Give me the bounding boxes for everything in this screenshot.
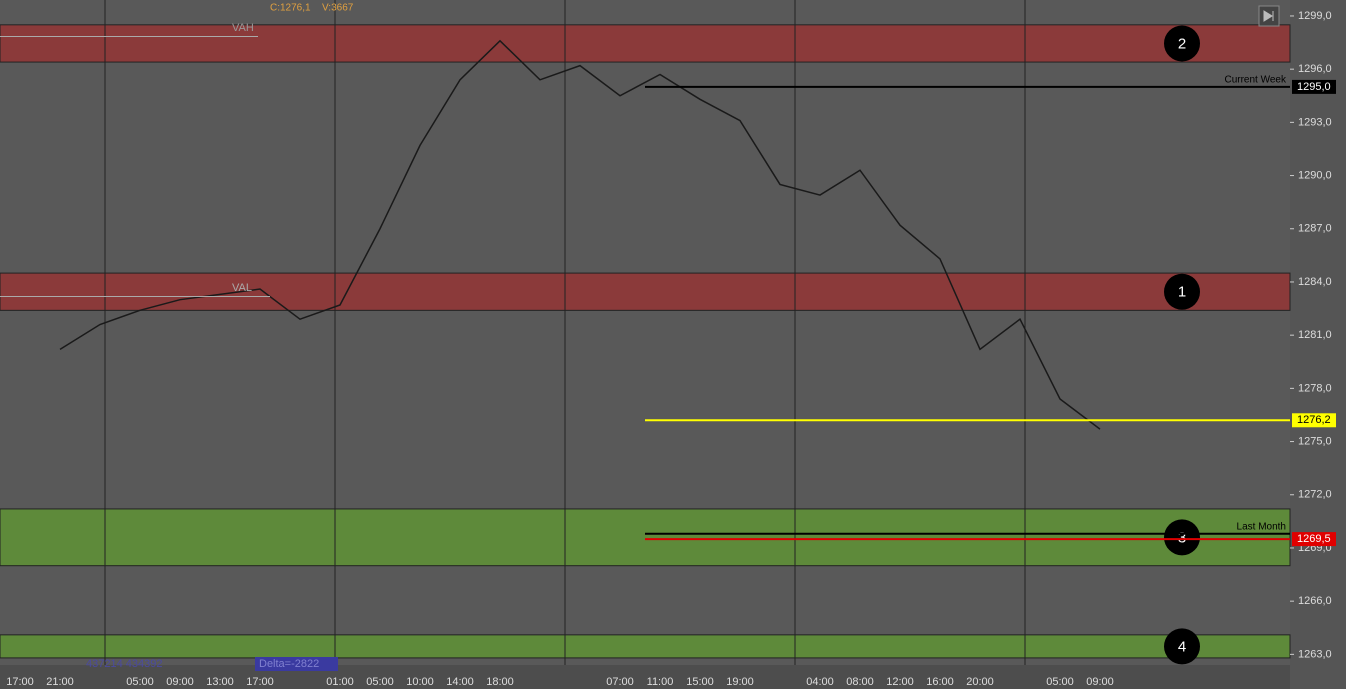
x-tick-label: 16:00 — [926, 676, 954, 688]
zone — [0, 634, 1291, 659]
price-tag-label: 1295,0 — [1297, 81, 1331, 93]
x-tick-label: 01:00 — [326, 676, 354, 688]
y-tick-label: 1278,0 — [1298, 382, 1332, 394]
x-tick-label: 09:00 — [1086, 676, 1114, 688]
val-label: VAL — [232, 282, 252, 294]
y-tick-label: 1272,0 — [1298, 489, 1332, 501]
info-volume: V:3667 — [322, 3, 354, 14]
x-tick-label: 11:00 — [647, 676, 674, 688]
zone-label: 3 — [1178, 529, 1186, 546]
x-tick-label: 09:00 — [166, 676, 194, 688]
zone-label: 1 — [1178, 284, 1186, 301]
x-tick-label: 20:00 — [966, 676, 994, 688]
price-tag-label: 1269,5 — [1297, 533, 1331, 545]
y-tick-label: 1287,0 — [1298, 223, 1332, 235]
zone-label: 4 — [1178, 638, 1186, 655]
x-tick-label: 14:00 — [446, 676, 474, 688]
volume-totals: 437214 434392 — [86, 658, 162, 670]
x-tick-label: 05:00 — [1046, 676, 1074, 688]
vah-label: VAH — [232, 22, 254, 34]
y-tick-label: 1281,0 — [1298, 329, 1332, 341]
zone-label: 2 — [1178, 35, 1186, 52]
level-text: Current Week — [1224, 75, 1287, 86]
x-tick-label: 19:00 — [726, 676, 754, 688]
y-tick-label: 1293,0 — [1298, 116, 1332, 128]
price-axis — [1290, 0, 1346, 689]
time-axis — [0, 665, 1290, 689]
price-line — [59, 39, 1101, 430]
zone-badge — [1164, 25, 1200, 62]
x-tick-label: 13:00 — [206, 676, 234, 688]
level-text: Last Month — [1237, 521, 1286, 532]
zone-badge — [1164, 273, 1200, 310]
delta-box — [255, 657, 338, 671]
y-tick-label: 1263,0 — [1298, 648, 1332, 660]
zone-badge — [1164, 519, 1200, 556]
zone — [0, 272, 1291, 311]
x-tick-label: 07:00 — [606, 676, 634, 688]
x-tick-label: 08:00 — [846, 676, 874, 688]
x-tick-label: 17:00 — [246, 676, 274, 688]
zone — [0, 24, 1291, 63]
vah-line — [0, 36, 258, 37]
x-tick-label: 15:00 — [686, 676, 714, 688]
info-close: C:1276,1 — [270, 3, 311, 14]
price-tag-label: 1276,2 — [1297, 414, 1331, 426]
y-tick-label: 1299,0 — [1298, 10, 1332, 22]
x-tick-label: 04:00 — [806, 676, 834, 688]
price-tag — [1292, 532, 1336, 547]
zone-badge — [1164, 628, 1200, 665]
x-tick-label: 05:00 — [126, 676, 154, 688]
delta: Delta=-2822 — [259, 658, 319, 670]
y-tick-label: 1290,0 — [1298, 169, 1332, 181]
price-tag — [1292, 79, 1336, 94]
x-tick-label: 17:00 — [6, 676, 34, 688]
x-tick-label: 18:00 — [486, 676, 514, 688]
zone — [0, 508, 1291, 567]
x-tick-label: 05:00 — [366, 676, 394, 688]
y-tick-label: 1284,0 — [1298, 276, 1332, 288]
x-tick-label: 10:00 — [406, 676, 434, 688]
price-tag — [1292, 413, 1336, 428]
y-tick-label: 1266,0 — [1298, 595, 1332, 607]
x-tick-label: 21:00 — [46, 676, 74, 688]
scroll-end-icon — [1263, 10, 1274, 22]
y-tick-label: 1296,0 — [1298, 63, 1332, 75]
val-line — [0, 296, 270, 297]
y-tick-label: 1275,0 — [1298, 435, 1332, 447]
session-separators — [104, 0, 1026, 665]
x-tick-label: 12:00 — [886, 676, 914, 688]
